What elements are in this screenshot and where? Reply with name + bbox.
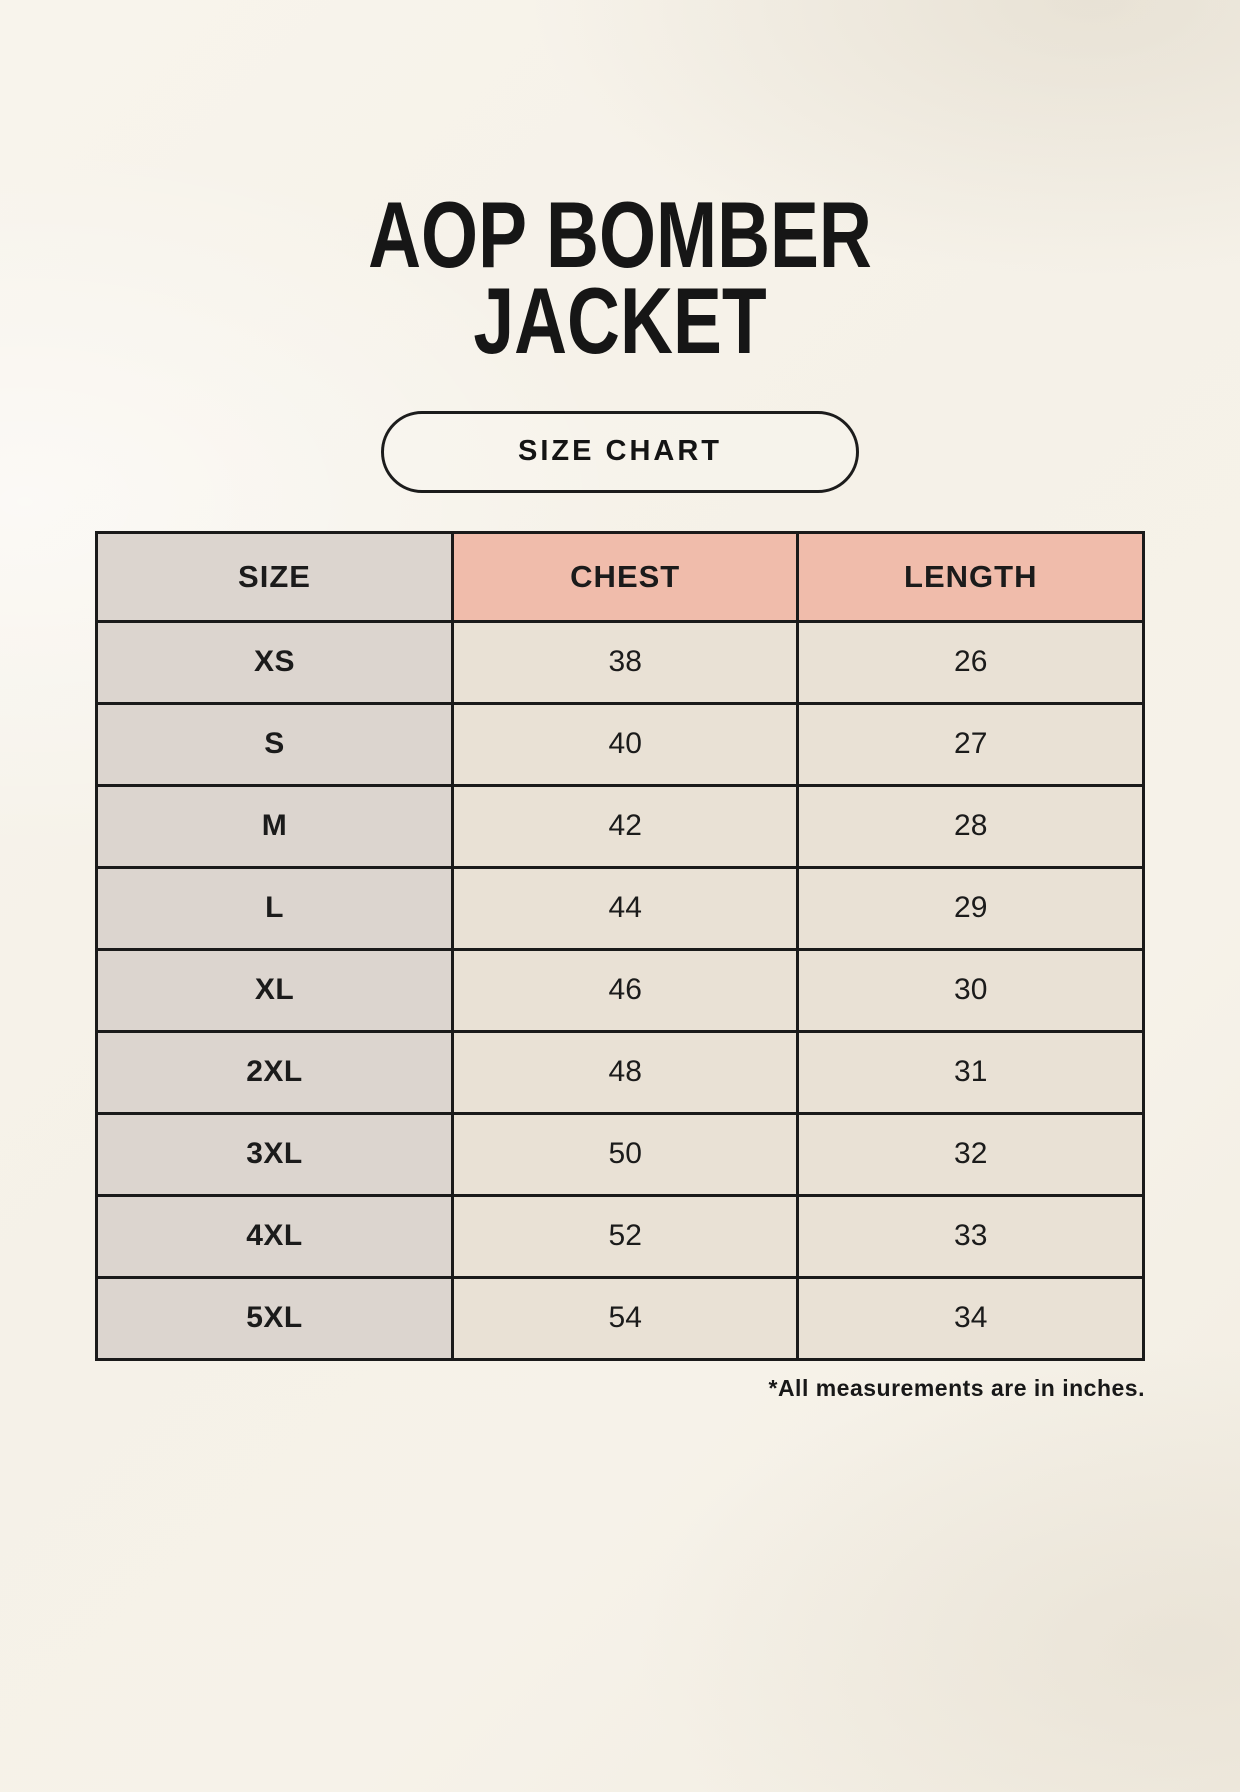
header-cell-length: LENGTH (796, 530, 1145, 623)
product-title-line-2: JACKET (473, 268, 767, 374)
table-row: 3XL 50 32 (95, 1111, 1145, 1197)
size-cell: L (95, 865, 454, 951)
length-cell: 33 (796, 1193, 1145, 1279)
chest-cell: 50 (450, 1111, 800, 1197)
table-row: 5XL 54 34 (95, 1275, 1145, 1361)
chest-cell: 40 (450, 701, 800, 787)
chest-cell: 52 (450, 1193, 800, 1279)
size-cell: 3XL (95, 1111, 454, 1197)
measurements-footnote: *All measurements are in inches. (768, 1374, 1145, 1401)
size-table: SIZE CHEST LENGTH XS 38 26 S 40 27 M 42 … (95, 530, 1145, 1361)
length-cell: 29 (796, 865, 1145, 951)
size-chart-page: AOP BOMBER JACKET SIZE CHART SIZE CHEST … (0, 182, 1240, 1402)
table-row: 2XL 48 31 (95, 1029, 1145, 1115)
table-row: L 44 29 (95, 865, 1145, 951)
size-table-header: SIZE CHEST LENGTH (95, 530, 1145, 623)
size-cell: XL (95, 947, 454, 1033)
chest-cell: 54 (450, 1275, 800, 1361)
length-cell: 27 (796, 701, 1145, 787)
size-cell: S (95, 701, 454, 787)
size-table-body: XS 38 26 S 40 27 M 42 28 L 44 29 XL 46 (95, 619, 1145, 1361)
length-cell: 28 (796, 783, 1145, 869)
chest-cell: 48 (450, 1029, 800, 1115)
length-cell: 31 (796, 1029, 1145, 1115)
product-title-line-1: AOP BOMBER (368, 182, 872, 287)
size-cell: 5XL (95, 1275, 454, 1361)
chest-cell: 46 (450, 947, 800, 1033)
length-cell: 34 (796, 1275, 1145, 1361)
size-cell: 4XL (95, 1193, 454, 1279)
size-cell: 2XL (95, 1029, 454, 1115)
header-cell-chest: CHEST (450, 530, 800, 623)
size-chart-badge-label: SIZE CHART (518, 435, 722, 468)
table-row: S 40 27 (95, 701, 1145, 787)
size-cell: XS (95, 619, 454, 705)
table-row: 4XL 52 33 (95, 1193, 1145, 1279)
table-row: XL 46 30 (95, 947, 1145, 1033)
size-chart-badge: SIZE CHART (381, 410, 859, 493)
header-row: SIZE CHEST LENGTH (95, 530, 1145, 623)
length-cell: 26 (796, 619, 1145, 705)
length-cell: 30 (796, 947, 1145, 1033)
table-row: XS 38 26 (95, 619, 1145, 705)
chest-cell: 38 (450, 619, 800, 705)
length-cell: 32 (796, 1111, 1145, 1197)
chest-cell: 44 (450, 865, 800, 951)
chest-cell: 42 (450, 783, 800, 869)
table-row: M 42 28 (95, 783, 1145, 869)
header-cell-size: SIZE (95, 530, 454, 623)
product-title: AOP BOMBER JACKET (136, 182, 1103, 374)
size-cell: M (95, 783, 454, 869)
